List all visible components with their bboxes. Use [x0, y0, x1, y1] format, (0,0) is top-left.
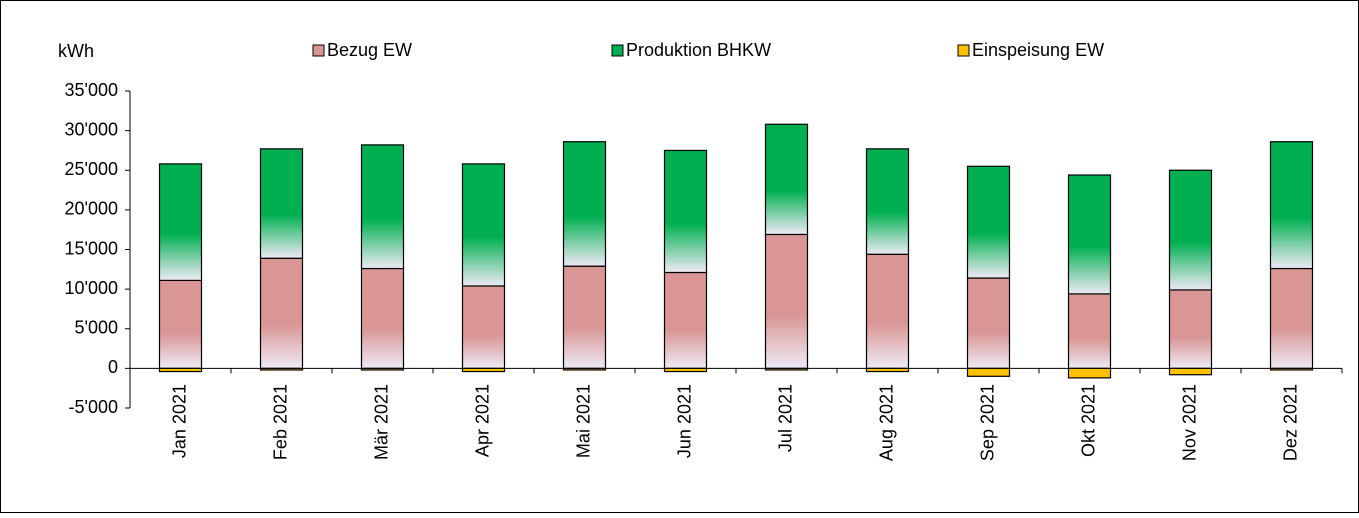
bar-segment [865, 148, 910, 255]
x-tick-label: Mai 2021 [573, 384, 593, 458]
legend-label: Produktion BHKW [626, 40, 771, 60]
bar-segment [663, 367, 708, 373]
bar-segment [1269, 267, 1314, 369]
bar-segment [360, 367, 405, 371]
y-tick-label: -5'000 [69, 397, 118, 417]
bar-segment [1168, 367, 1213, 376]
bar-segment [1168, 289, 1213, 369]
bar-segment [966, 367, 1011, 377]
bar-segment [259, 257, 304, 369]
bar-segment [966, 277, 1011, 369]
bar-segment [663, 149, 708, 274]
bar-segment [461, 163, 506, 287]
bar-segment [562, 367, 607, 371]
bar-segment [259, 148, 304, 259]
bar-segment [360, 144, 405, 270]
x-tick-label: Apr 2021 [472, 384, 492, 457]
y-tick-label: 15'000 [65, 238, 119, 258]
legend-swatch [312, 44, 325, 57]
bar-segment [663, 271, 708, 369]
legend-swatch [957, 44, 970, 57]
y-tick-label: 35'000 [65, 80, 119, 100]
bar-segment [865, 253, 910, 369]
x-tick-label: Okt 2021 [1078, 384, 1098, 457]
bar-segment [1067, 293, 1112, 369]
bar-segment [966, 165, 1011, 279]
bar-segment [158, 367, 203, 373]
bar-segment [764, 233, 809, 369]
y-tick-label: 0 [108, 357, 118, 377]
x-tick-label: Nov 2021 [1179, 384, 1199, 461]
legend-label: Bezug EW [327, 40, 412, 60]
y-axis-unit: kWh [58, 41, 94, 61]
bar-segment [1269, 367, 1314, 371]
x-tick-label: Mär 2021 [371, 384, 391, 460]
bar-segment [1269, 141, 1314, 270]
bar-segment [562, 265, 607, 369]
x-tick-label: Aug 2021 [876, 384, 896, 461]
legend-swatch [611, 44, 624, 57]
y-tick-label: 25'000 [65, 159, 119, 179]
legend-label: Einspeisung EW [972, 40, 1104, 60]
x-tick-label: Jul 2021 [775, 384, 795, 452]
bar-segment [1067, 174, 1112, 295]
y-tick-label: 5'000 [75, 318, 118, 338]
x-tick-label: Feb 2021 [270, 384, 290, 460]
bar-segment [764, 123, 809, 236]
x-tick-label: Jun 2021 [674, 384, 694, 458]
x-tick-label: Jan 2021 [169, 384, 189, 458]
bar-segment [1067, 367, 1112, 379]
x-tick-label: Sep 2021 [977, 384, 997, 461]
bar-segment [1168, 169, 1213, 291]
bar-segment [360, 267, 405, 369]
bar-segment [562, 141, 607, 267]
bar-segment [461, 367, 506, 373]
bar-segment [461, 285, 506, 369]
x-tick-label: Dez 2021 [1280, 384, 1300, 461]
bar-segment [259, 367, 304, 371]
y-tick-label: 10'000 [65, 278, 119, 298]
bar-segment [865, 367, 910, 373]
y-tick-label: 30'000 [65, 119, 119, 139]
y-tick-label: 20'000 [65, 199, 119, 219]
bar-segment [764, 367, 809, 371]
bar-segment [158, 279, 203, 369]
bar-segment [158, 163, 203, 282]
